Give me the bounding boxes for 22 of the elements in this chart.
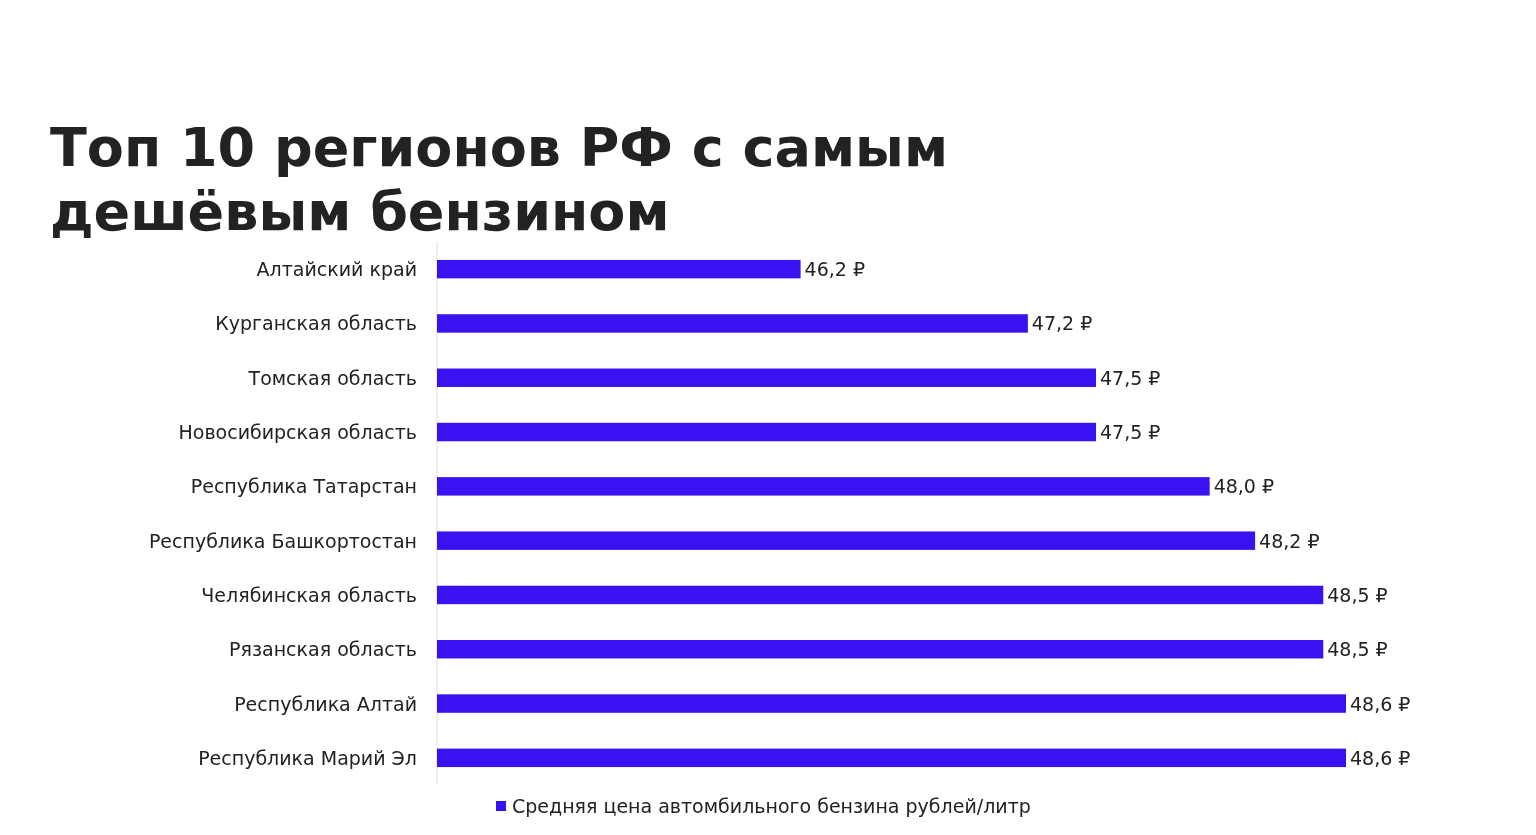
y-tick-label: Челябинская область bbox=[201, 583, 417, 606]
data-label: 47,5 ₽ bbox=[1100, 366, 1161, 389]
data-label: 48,0 ₽ bbox=[1213, 475, 1275, 498]
y-tick-label: Курганская область bbox=[215, 312, 417, 335]
data-label: 48,6 ₽ bbox=[1350, 692, 1411, 715]
legend-label: Средняя цена автомбильного бензина рублей/литр bbox=[512, 795, 1031, 817]
y-tick-label: Республика Татарстан bbox=[190, 475, 417, 498]
data-label: 48,2 ₽ bbox=[1259, 529, 1320, 552]
y-tick-label: Новосибирская область bbox=[178, 421, 417, 444]
data-label: 48,5 ₽ bbox=[1327, 583, 1388, 606]
y-tick-label: Республика Алтай bbox=[234, 692, 417, 715]
data-label: 46,2 ₽ bbox=[804, 258, 866, 281]
chart-title: Топ 10 регионов РФ с самым дешёвым бензином bbox=[50, 116, 949, 243]
data-label: 47,2 ₽ bbox=[1031, 312, 1093, 335]
data-label: 48,5 ₽ bbox=[1327, 638, 1388, 661]
y-tick-label: Республика Марий Эл bbox=[198, 746, 417, 769]
y-tick-label: Алтайский край bbox=[256, 258, 417, 281]
data-label: 47,5 ₽ bbox=[1100, 421, 1161, 444]
y-tick-label: Томская область bbox=[247, 366, 417, 389]
data-label: 48,6 ₽ bbox=[1350, 746, 1411, 769]
y-tick-label: Рязанская область bbox=[229, 638, 417, 661]
y-tick-label: Республика Башкортостан bbox=[148, 529, 417, 552]
